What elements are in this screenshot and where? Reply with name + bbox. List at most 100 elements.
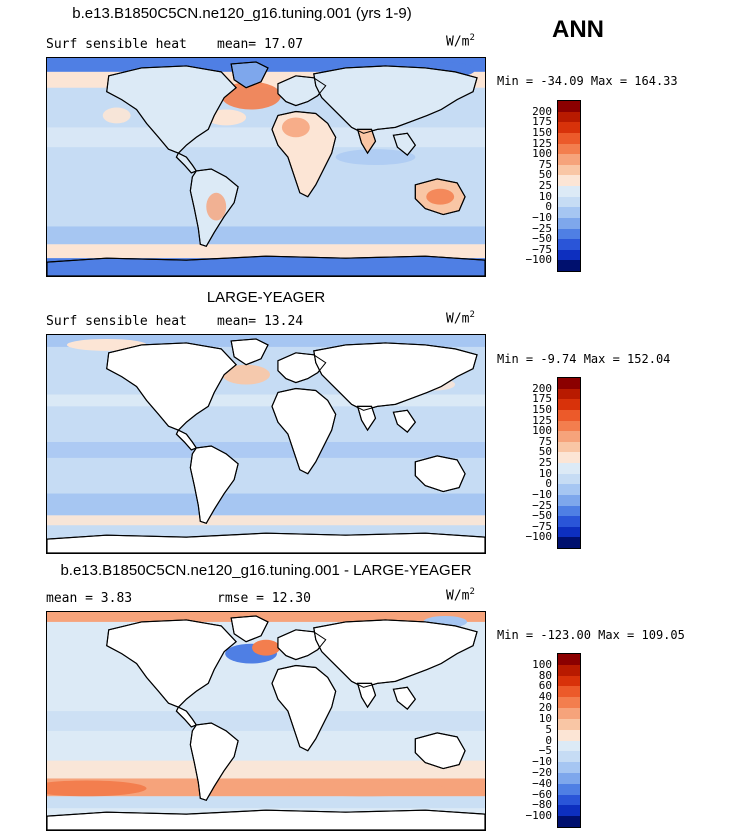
field-band xyxy=(47,760,485,779)
map-canvas xyxy=(47,335,485,553)
map-canvas xyxy=(47,612,485,830)
field-band xyxy=(47,493,485,516)
field-anomaly xyxy=(221,81,281,110)
colorbar-segment xyxy=(558,154,580,165)
coastline-outline xyxy=(230,61,269,89)
colorbar-tick-label: −80 xyxy=(532,798,552,812)
colorbar-segment xyxy=(558,378,580,389)
colorbar-tick-label: −100 xyxy=(525,530,553,544)
colorbar-tick-label: −50 xyxy=(532,509,552,523)
colorbar-tick-label: 100 xyxy=(532,424,552,438)
field-anomaly xyxy=(252,639,280,656)
panel-2-title: LARGE-YEAGER xyxy=(206,289,326,306)
colorbar-segment xyxy=(558,239,580,250)
panel-3-minmax: Min = -123.00 Max = 109.05 xyxy=(497,628,685,642)
colorbar-tick-label: 125 xyxy=(532,136,552,150)
colorbar-segment xyxy=(558,143,580,155)
colorbar-tick-label: 80 xyxy=(538,668,552,682)
colorbar-segment xyxy=(558,260,580,271)
colorbar-tick-label: 0 xyxy=(545,200,552,214)
colorbar-segment xyxy=(558,816,580,827)
field-anomaly xyxy=(285,780,446,797)
coastline-outline xyxy=(47,255,485,276)
field-band xyxy=(47,515,485,526)
colorbar-segment xyxy=(558,217,580,229)
field-band xyxy=(47,442,485,458)
colorbar-segment xyxy=(558,697,580,709)
colorbar-segment xyxy=(558,132,580,144)
land-field-anomaly xyxy=(206,192,227,221)
coastline-outline xyxy=(356,682,377,709)
colorbar-segment xyxy=(558,441,580,453)
colorbar-segment xyxy=(558,463,580,474)
coastline-outline xyxy=(47,809,485,830)
coastline-outline xyxy=(414,455,466,493)
colorbar-tick-label: 10 xyxy=(538,189,552,203)
field-band xyxy=(47,394,485,407)
colorbar-segment xyxy=(558,473,580,485)
coastline-outline xyxy=(392,132,416,156)
colorbar-tick-label: 20 xyxy=(538,701,552,715)
land-field-anomaly xyxy=(281,117,310,138)
field-anomaly xyxy=(206,109,247,126)
coastline-outline xyxy=(189,445,239,524)
colorbar-tick-label: 200 xyxy=(532,381,552,395)
colorbar-tick-label: −25 xyxy=(532,221,552,235)
season-label: ANN xyxy=(552,16,604,43)
panel-1-minmax: Min = -34.09 Max = 164.33 xyxy=(497,74,678,88)
colorbar-tick-label: 125 xyxy=(532,413,552,427)
panel-1-title: b.e13.B1850C5CN.ne120_g16.tuning.001 (yr… xyxy=(72,5,412,22)
colorbar-tick-label: −20 xyxy=(532,765,552,779)
coastline-outline xyxy=(106,619,237,708)
colorbar-segment xyxy=(558,718,580,730)
colorbar-segment xyxy=(558,794,580,806)
map-canvas xyxy=(47,58,485,276)
coastline-outline xyxy=(271,665,337,752)
colorbar-tick-label: −75 xyxy=(532,242,552,256)
colorbar-segment xyxy=(558,399,580,410)
coastline-antarctica xyxy=(47,532,485,553)
colorbar-segment xyxy=(558,783,580,795)
coastline-outline xyxy=(414,178,466,216)
coastline-outline xyxy=(356,128,377,155)
coastline-outline xyxy=(189,722,239,801)
colorbar-tick-label: 60 xyxy=(538,679,552,693)
colorbar-tick-label: −10 xyxy=(532,755,552,769)
colorbar-segment xyxy=(558,122,580,133)
colorbar-tick-label: 150 xyxy=(532,402,552,416)
land-field-anomaly xyxy=(102,107,131,124)
coastline-outline xyxy=(392,409,416,433)
panel-3-mean-label: mean = 3.83 xyxy=(46,591,133,606)
field-anomaly xyxy=(335,149,416,166)
colorbar-tick-label: 50 xyxy=(538,168,552,182)
colorbar-tick-label: −60 xyxy=(532,787,552,801)
panel-3-rmse-label: rmse = 12.30 xyxy=(217,591,311,606)
colorbar-segment xyxy=(558,494,580,506)
coastline-outline xyxy=(356,405,377,432)
coastline-outline xyxy=(277,352,327,384)
coastline-outline xyxy=(392,686,416,710)
colorbar-tick-label: 175 xyxy=(532,115,552,129)
panel-1-variable-label: Surf sensible heat xyxy=(46,37,187,52)
colorbar-segment xyxy=(558,452,580,463)
field-band xyxy=(47,127,485,148)
coastline-outline xyxy=(175,429,198,451)
field-band xyxy=(47,226,485,245)
land-field-anomaly xyxy=(426,188,455,205)
colorbar-segment xyxy=(558,207,580,218)
panel-2-mean-label: mean= 13.24 xyxy=(217,314,304,329)
colorbar-segment xyxy=(558,431,580,442)
colorbar-tick-label: −5 xyxy=(538,744,552,758)
field-band xyxy=(47,244,485,259)
colorbar-segment xyxy=(558,186,580,197)
coastline-outline xyxy=(271,111,337,198)
colorbar-tick-label: 75 xyxy=(538,434,552,448)
colorbar-segment xyxy=(558,772,580,784)
coastline-outline xyxy=(277,75,327,107)
colorbar-tick-label: 75 xyxy=(538,157,552,171)
coastline-outline xyxy=(313,65,478,134)
colorbar-tick-label: 25 xyxy=(538,179,552,192)
panel-3-title: b.e13.B1850C5CN.ne120_g16.tuning.001 - L… xyxy=(60,562,472,579)
colorbar-tick-label: 200 xyxy=(532,104,552,118)
colorbar-tick-label: 40 xyxy=(538,690,552,704)
